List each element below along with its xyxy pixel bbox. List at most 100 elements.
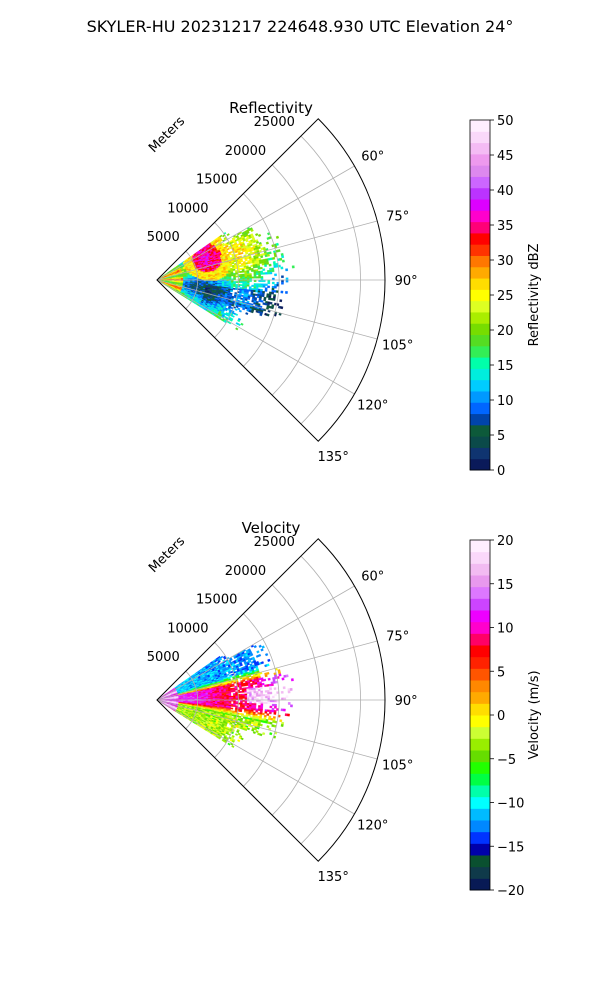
radar-gate [274, 283, 277, 287]
radar-gate [239, 690, 243, 693]
radar-gate [273, 712, 277, 715]
radar-gate [237, 307, 241, 311]
radar-gate [281, 275, 284, 278]
radar-gate [228, 697, 232, 699]
radar-gate [265, 694, 268, 697]
radar-gate [267, 689, 270, 693]
radar-gate [260, 705, 264, 708]
radial-tick-label: 5000 [147, 230, 180, 245]
radar-gate [238, 309, 242, 313]
radar-gate [271, 695, 275, 699]
radar-gate [265, 695, 268, 699]
radar-gate [230, 697, 234, 699]
radar-gate [253, 645, 257, 649]
angular-tick-label: 120° [357, 399, 388, 414]
radar-gate [280, 290, 284, 294]
radar-gate [275, 242, 279, 246]
radar-gate [263, 298, 267, 302]
radar-gate [230, 306, 234, 310]
radar-gate [229, 685, 233, 688]
radar-gate [271, 267, 275, 271]
radar-gate [226, 697, 230, 699]
radar-gate [255, 687, 259, 690]
radar-gate [246, 702, 250, 705]
radar-gate [266, 684, 270, 687]
radar-gate [269, 267, 272, 271]
radar-gate [258, 644, 262, 648]
radar-gate [262, 696, 266, 699]
radar-gate [257, 270, 261, 274]
radar-gate [240, 281, 243, 284]
radar-gate [253, 708, 257, 711]
radar-gate [230, 707, 234, 710]
radar-gate [281, 282, 284, 285]
radar-gate [230, 274, 234, 277]
radar-gate [259, 266, 263, 270]
radar-gate [270, 683, 274, 687]
radar-gate [230, 690, 234, 693]
radar-gate [239, 270, 243, 273]
radar-gate [231, 262, 235, 265]
radar-gate [244, 690, 247, 693]
radar-gate [267, 693, 271, 697]
radar-gate [289, 688, 293, 691]
radar-gate [267, 695, 271, 699]
radar-gate [231, 714, 235, 717]
radar-gate [273, 687, 277, 690]
radar-gate [267, 691, 270, 695]
radar-gate [238, 712, 242, 716]
radar-gate [243, 684, 247, 687]
radar-gate [262, 268, 266, 271]
radial-tick-label: 15000 [196, 173, 237, 188]
radar-gate [234, 313, 239, 316]
radar-gate [245, 312, 249, 315]
radar-gate [253, 274, 257, 277]
radar-gate [259, 243, 263, 247]
radar-gate [266, 671, 270, 675]
angular-tick-label: 135° [318, 450, 349, 465]
radar-gate [224, 697, 227, 699]
radar-gate [235, 697, 239, 699]
radar-gate [242, 696, 246, 699]
radar-gate [230, 705, 234, 707]
radar-gate [262, 701, 266, 704]
radar-gate [235, 702, 239, 705]
radar-gate [268, 251, 272, 255]
radar-gate [237, 323, 241, 327]
radar-gate [265, 283, 268, 286]
radar-gate [258, 276, 261, 279]
radar-gate [235, 695, 239, 698]
radar-gate [228, 277, 232, 279]
radar-gate [241, 270, 245, 273]
radar-gate [281, 255, 285, 259]
radar-gate [246, 273, 250, 276]
radar-gate [264, 264, 268, 267]
radar-gate [275, 235, 280, 239]
radar-gate [269, 687, 272, 691]
angular-tick-label: 105° [382, 338, 413, 353]
radar-gate [264, 653, 269, 657]
radar-gate [290, 704, 293, 708]
radar-gate [265, 701, 268, 705]
radar-gate [272, 298, 276, 301]
radar-gate [231, 673, 235, 676]
radar-gate [258, 283, 261, 286]
radar-gate [267, 701, 271, 705]
radar-gate [268, 711, 272, 715]
radar-gate [255, 710, 259, 713]
radar-gate [271, 281, 275, 285]
radar-gate [219, 234, 223, 238]
radar-gate [242, 695, 245, 698]
radar-gate [242, 275, 245, 278]
radar-gate [251, 269, 254, 272]
radar-gate [240, 696, 243, 699]
radar-gate [244, 696, 248, 699]
radar-gate [235, 327, 239, 331]
radar-gate [267, 269, 270, 273]
radar-gate [240, 251, 244, 255]
radar-gate [258, 274, 261, 277]
radar-gate [240, 275, 243, 278]
radar-gate [258, 705, 261, 708]
radar-gate [287, 690, 291, 694]
radar-gate [233, 285, 236, 288]
